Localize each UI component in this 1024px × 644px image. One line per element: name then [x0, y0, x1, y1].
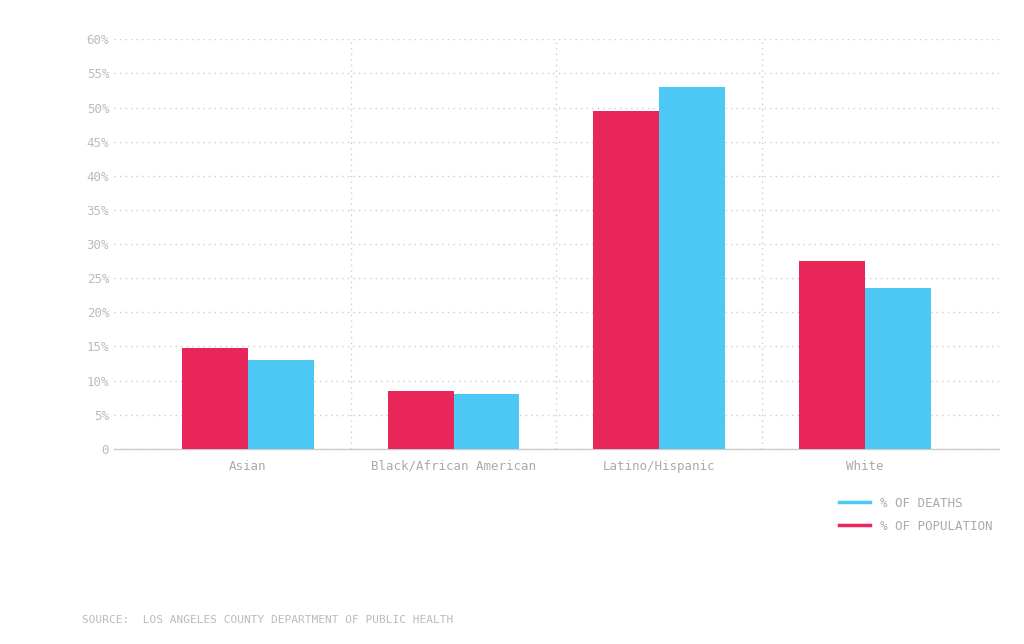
Legend: % OF DEATHS, % OF POPULATION: % OF DEATHS, % OF POPULATION — [839, 497, 992, 533]
Bar — [594, 111, 659, 449]
Bar — [248, 360, 313, 449]
Text: SOURCE:  LOS ANGELES COUNTY DEPARTMENT OF PUBLIC HEALTH: SOURCE: LOS ANGELES COUNTY DEPARTMENT OF… — [82, 614, 454, 625]
Bar — [659, 87, 725, 449]
Bar — [799, 261, 865, 449]
Bar — [454, 394, 519, 449]
Bar — [182, 348, 248, 449]
Bar — [865, 289, 931, 449]
Bar — [388, 391, 454, 449]
